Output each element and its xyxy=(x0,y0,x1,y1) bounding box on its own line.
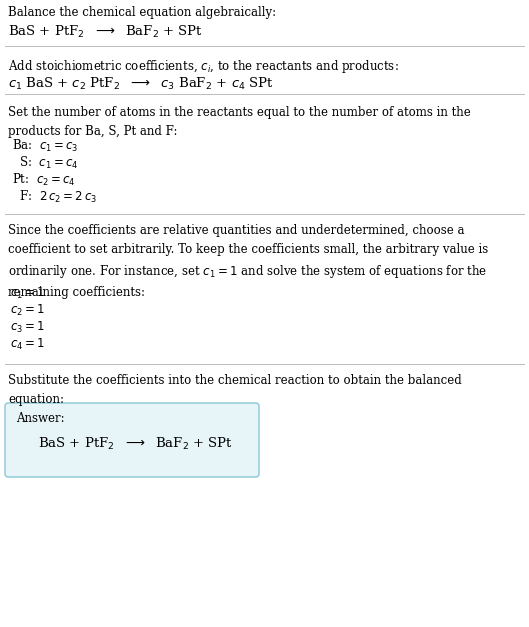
Text: Answer:: Answer: xyxy=(16,412,65,425)
Text: Since the coefficients are relative quantities and underdetermined, choose a
coe: Since the coefficients are relative quan… xyxy=(8,224,488,299)
Text: BaS + PtF$_2$  $\longrightarrow$  BaF$_2$ + SPt: BaS + PtF$_2$ $\longrightarrow$ BaF$_2$ … xyxy=(8,24,203,40)
Text: Set the number of atoms in the reactants equal to the number of atoms in the
pro: Set the number of atoms in the reactants… xyxy=(8,106,471,138)
Text: $c_4 = 1$: $c_4 = 1$ xyxy=(10,337,45,352)
Text: $c_2 = 1$: $c_2 = 1$ xyxy=(10,303,45,318)
Text: F:  $2\,c_2 = 2\,c_3$: F: $2\,c_2 = 2\,c_3$ xyxy=(12,189,97,205)
FancyBboxPatch shape xyxy=(5,403,259,477)
Text: Add stoichiometric coefficients, $c_i$, to the reactants and products:: Add stoichiometric coefficients, $c_i$, … xyxy=(8,58,399,75)
Text: S:  $c_1 = c_4$: S: $c_1 = c_4$ xyxy=(12,155,79,171)
Text: $c_3 = 1$: $c_3 = 1$ xyxy=(10,320,45,335)
Text: $c_1 = 1$: $c_1 = 1$ xyxy=(10,286,45,301)
Text: Substitute the coefficients into the chemical reaction to obtain the balanced
eq: Substitute the coefficients into the che… xyxy=(8,374,462,406)
Text: Ba:  $c_1 = c_3$: Ba: $c_1 = c_3$ xyxy=(12,138,78,154)
Text: Balance the chemical equation algebraically:: Balance the chemical equation algebraica… xyxy=(8,6,276,19)
Text: Pt:  $c_2 = c_4$: Pt: $c_2 = c_4$ xyxy=(12,172,76,188)
Text: BaS + PtF$_2$  $\longrightarrow$  BaF$_2$ + SPt: BaS + PtF$_2$ $\longrightarrow$ BaF$_2$ … xyxy=(38,436,233,452)
Text: $c_1$ BaS + $c_2$ PtF$_2$  $\longrightarrow$  $c_3$ BaF$_2$ + $c_4$ SPt: $c_1$ BaS + $c_2$ PtF$_2$ $\longrightarr… xyxy=(8,76,274,92)
